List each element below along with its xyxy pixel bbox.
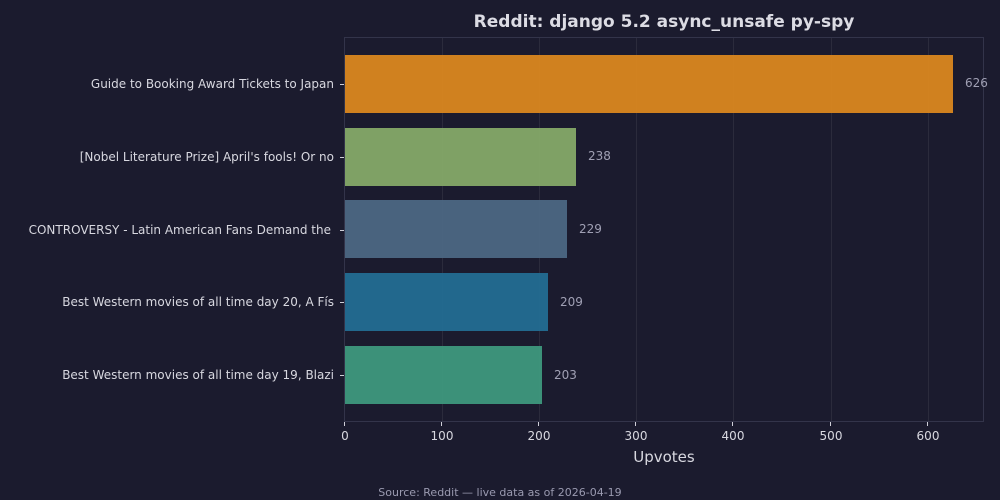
value-label: 209	[560, 295, 583, 309]
x-tick	[830, 422, 831, 426]
value-label: 238	[588, 149, 611, 163]
value-label: 229	[579, 222, 602, 236]
x-tick-label: 200	[527, 429, 551, 443]
bar-4	[345, 346, 542, 404]
x-tick-label: 600	[916, 429, 940, 443]
x-tick	[344, 422, 345, 426]
y-tick	[340, 302, 344, 303]
category-label: CONTROVERSY - Latin American Fans Demand…	[28, 223, 331, 237]
x-tick-label: 0	[341, 429, 349, 443]
bar-0	[345, 55, 953, 113]
x-tick-label: 500	[819, 429, 843, 443]
gridline	[831, 38, 832, 421]
y-tick	[340, 230, 344, 231]
x-axis-title: Upvotes	[633, 448, 695, 466]
x-tick-label: 300	[624, 429, 648, 443]
bar-2	[345, 200, 567, 258]
source-caption: Source: Reddit — live data as of 2026-04…	[378, 486, 622, 499]
x-tick-label: 100	[430, 429, 454, 443]
category-label: Best Western movies of all time day 19, …	[62, 368, 334, 382]
gridline	[928, 38, 929, 421]
category-label: [Nobel Literature Prize] April's fools! …	[79, 150, 334, 164]
category-label: Guide to Booking Award Tickets to Japan	[90, 77, 334, 91]
bar-1	[345, 128, 576, 186]
y-tick	[340, 157, 344, 158]
plot-area: 626 238 229 209 203	[344, 37, 988, 422]
x-tick	[441, 422, 442, 426]
y-tick	[340, 84, 344, 85]
y-tick	[340, 375, 344, 376]
value-label: 626	[965, 76, 988, 90]
x-tick-label: 400	[721, 429, 745, 443]
x-tick	[635, 422, 636, 426]
gridline	[636, 38, 637, 421]
bar-3	[345, 273, 548, 331]
x-tick	[927, 422, 928, 426]
chart-title: Reddit: django 5.2 async_unsafe py-spy	[473, 12, 855, 32]
x-tick	[732, 422, 733, 426]
gridline	[733, 38, 734, 421]
x-tick	[538, 422, 539, 426]
value-label: 203	[554, 368, 577, 382]
category-label: Best Western movies of all time day 20, …	[62, 295, 334, 309]
